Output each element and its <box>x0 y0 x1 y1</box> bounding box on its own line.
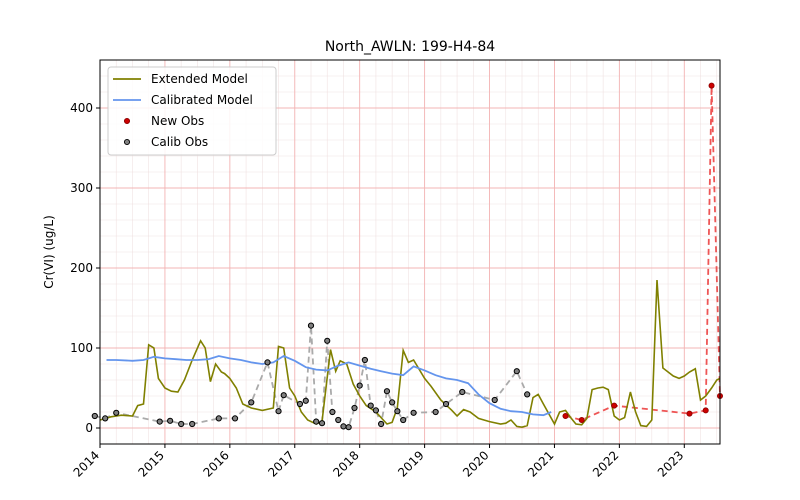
y-tick-label: 400 <box>70 101 93 115</box>
new-obs-point <box>578 416 585 423</box>
calib-obs-point <box>491 396 498 404</box>
calib-obs-point <box>389 399 396 406</box>
y-axis-label: Cr(VI) (ug/L) <box>42 215 56 289</box>
new-obs-point <box>611 402 618 409</box>
new-obs-point <box>708 82 715 89</box>
calib-obs-point <box>178 420 185 428</box>
calib-obs-point <box>313 418 320 425</box>
calib-obs-point <box>442 400 450 408</box>
calib-obs-point <box>340 423 347 430</box>
legend-label: New Obs <box>151 114 204 128</box>
calib-obs-point <box>189 420 196 428</box>
calib-obs-point <box>367 402 374 409</box>
x-tick-label: 2020 <box>460 448 491 479</box>
legend-box <box>107 66 277 156</box>
calib-obs-point <box>351 404 358 412</box>
calib-obs-point <box>383 388 391 395</box>
legend-label: Calibrated Model <box>151 93 253 107</box>
legend: Extended Model Calibrated Model New Obs Cal… <box>107 66 277 156</box>
calib-obs-point <box>324 337 331 344</box>
calib-obs-point <box>394 408 401 415</box>
calib-obs-point <box>345 424 352 431</box>
calib-obs-point <box>335 416 342 424</box>
calib-obs-point <box>280 392 287 399</box>
calib-obs-point <box>459 388 466 396</box>
x-tick-label: 2023 <box>655 448 686 479</box>
legend-swatch <box>123 117 131 125</box>
calib-obs-point <box>318 420 326 427</box>
calib-obs-point <box>113 409 120 416</box>
x-tick-label: 2014 <box>71 448 102 479</box>
x-tick-label: 2016 <box>200 448 231 479</box>
plot-series <box>91 82 724 431</box>
calib-obs-dashed-line <box>94 325 529 429</box>
new-obs-point <box>702 407 709 414</box>
legend-swatch <box>123 138 131 146</box>
x-tick-label: 2022 <box>590 448 621 479</box>
calib-obs-point <box>296 400 304 408</box>
plot-frame <box>99 59 721 445</box>
calib-obs-point <box>410 409 417 416</box>
new-obs-point <box>562 412 569 419</box>
y-tick-label: 0 <box>85 421 93 435</box>
calib-obs-point <box>275 408 282 415</box>
calib-obs-point <box>400 416 407 424</box>
y-tick-label: 300 <box>70 181 93 195</box>
calib-obs-point <box>329 408 336 416</box>
x-tick-label: 2018 <box>330 448 361 479</box>
calib-obs-point <box>432 408 439 416</box>
y-tick-label: 200 <box>70 261 93 275</box>
calib-obs-point <box>524 391 531 398</box>
x-tick-label: 2019 <box>395 448 426 479</box>
x-tick-label: 2015 <box>136 448 167 479</box>
calib-obs-point <box>513 368 520 375</box>
legend-label: Calib Obs <box>151 135 208 149</box>
calib-obs-point <box>215 415 222 422</box>
calib-obs-point <box>156 418 163 425</box>
x-tick-label: 2017 <box>265 448 296 479</box>
calib-obs-point <box>302 397 309 404</box>
calib-obs-point <box>231 415 239 422</box>
chart-title: North_AWLN: 199-H4-84 <box>325 39 495 55</box>
legend-label: Extended Model <box>151 72 248 86</box>
calib-obs-point <box>307 322 315 329</box>
calib-obs-point <box>356 382 363 389</box>
calib-obs-point <box>167 417 174 424</box>
new-obs-dashed-line <box>565 85 721 421</box>
calib-obs-point <box>248 399 255 406</box>
calib-obs-point <box>91 412 98 420</box>
calib-obs-point <box>372 407 380 414</box>
calib-obs-point <box>264 359 271 366</box>
calibrated-model-line <box>106 354 552 417</box>
calib-obs-point <box>378 420 385 428</box>
calib-obs-point <box>102 415 109 422</box>
new-obs-point <box>686 410 693 417</box>
extended-model-line <box>99 279 721 429</box>
y-tick-label: 100 <box>70 341 93 355</box>
calib-obs-point <box>361 356 368 364</box>
x-tick-label: 2021 <box>525 448 556 479</box>
